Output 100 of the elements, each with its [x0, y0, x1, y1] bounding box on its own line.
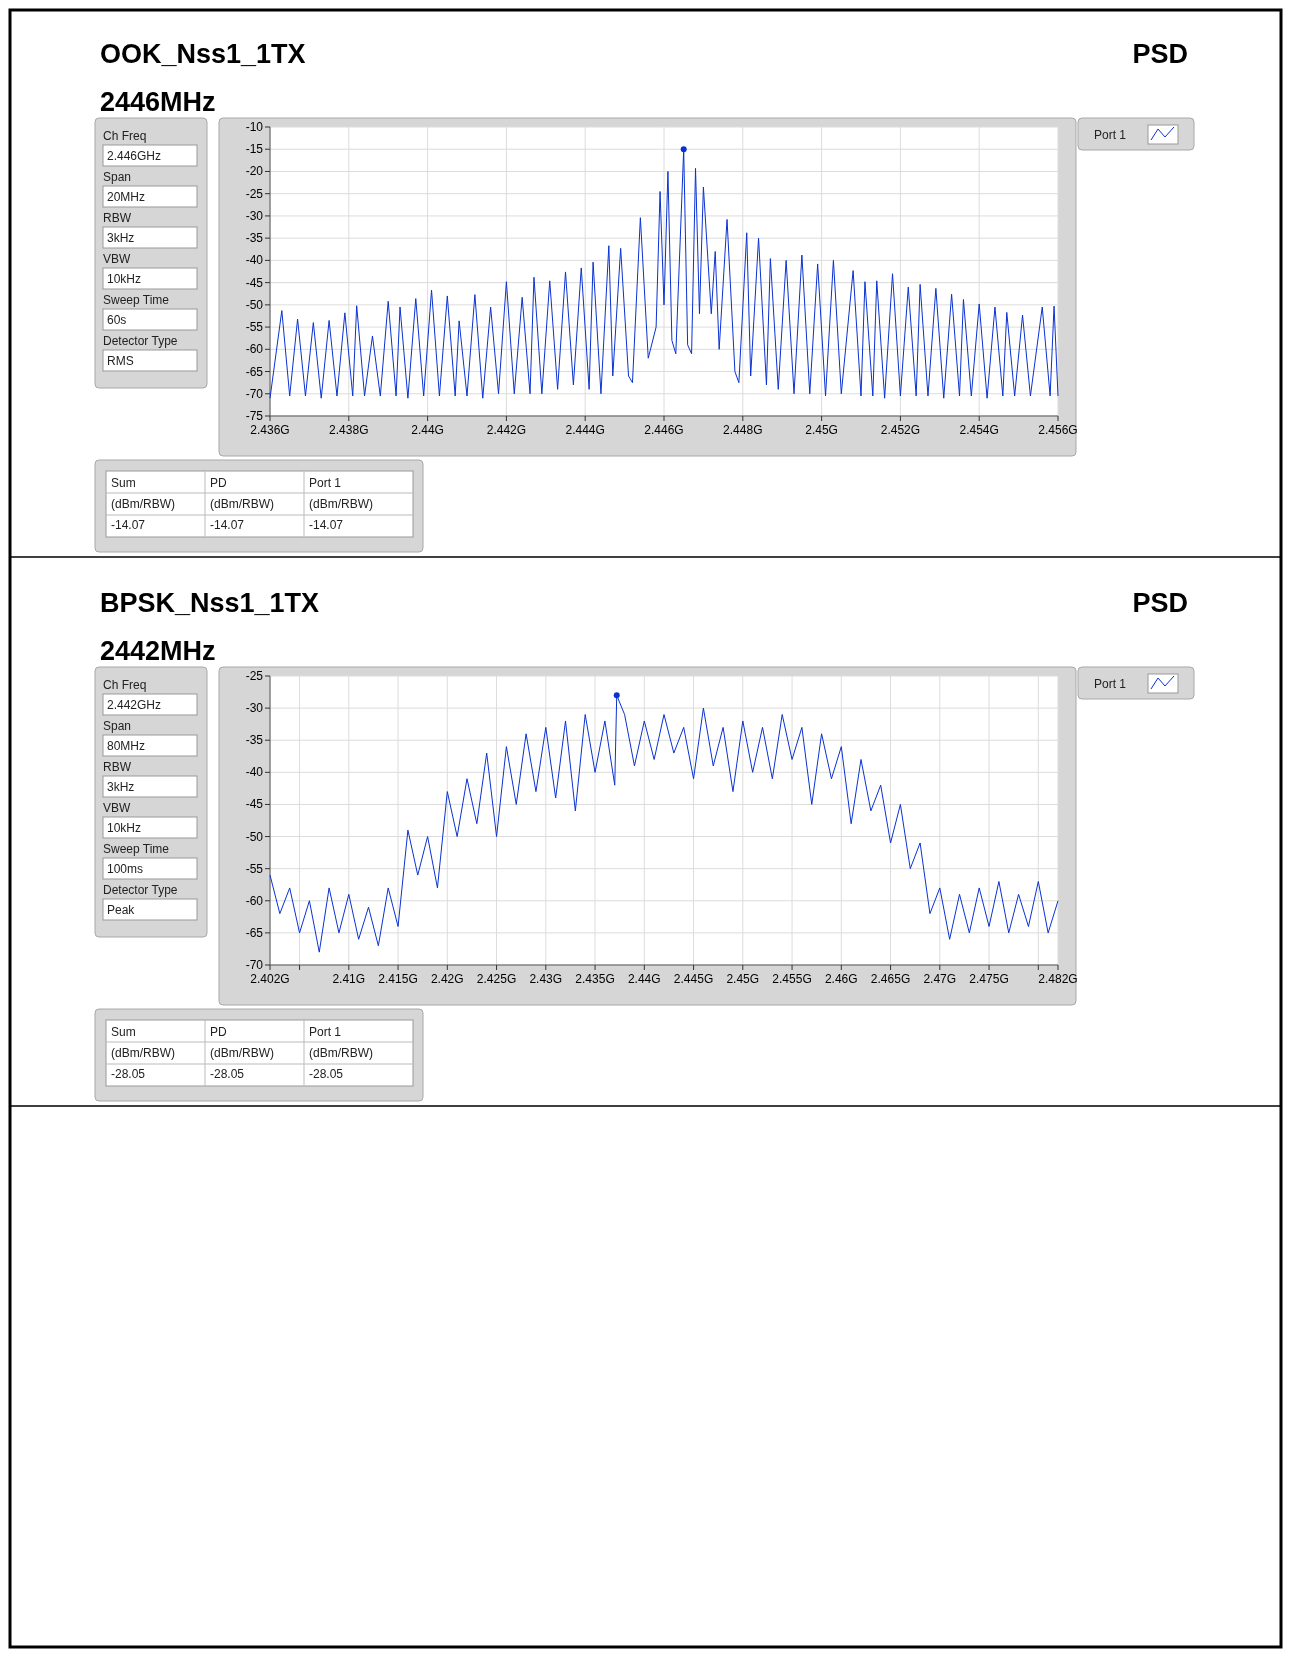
x-tick-label: 2.402G [250, 972, 290, 986]
legend-label: Port 1 [1094, 677, 1127, 691]
text: -28.05 [210, 1067, 245, 1081]
text: VBW [103, 801, 132, 815]
y-tick-label: -75 [245, 409, 264, 423]
y-tick-label: -55 [245, 320, 264, 335]
text: 60s [107, 313, 127, 327]
text: Detector Type [103, 883, 178, 897]
text: 100ms [107, 862, 144, 876]
y-tick-label: -40 [245, 253, 264, 268]
y-tick-label: -50 [245, 829, 264, 844]
text: PD [210, 1025, 227, 1039]
x-tick-label: 2.446G [644, 423, 684, 437]
text: Port 1 [309, 476, 342, 490]
chart-subtitle: 2442MHz [100, 636, 216, 666]
y-tick-label: -25 [245, 669, 264, 683]
x-tick-label: 2.41G [332, 972, 366, 986]
text: 10kHz [107, 272, 142, 286]
text: -28.05 [111, 1067, 146, 1081]
text: 3kHz [107, 780, 135, 794]
y-tick-label: -60 [245, 342, 264, 357]
chart-subtitle: 2446MHz [100, 87, 216, 117]
x-tick-label: 2.482G [1038, 972, 1078, 986]
text: PSD [1132, 588, 1188, 618]
x-tick-label: 2.475G [969, 972, 1009, 986]
y-tick-label: -35 [245, 733, 264, 748]
x-tick-label: 2.425G [476, 972, 517, 986]
y-tick-label: -70 [245, 386, 264, 401]
text: -14.07 [111, 518, 146, 532]
text: RBW [103, 760, 132, 774]
x-tick-label: 2.44G [411, 423, 444, 437]
y-tick-label: -65 [245, 925, 264, 940]
x-tick-label: 2.44G [627, 972, 661, 986]
text: -14.07 [210, 518, 245, 532]
x-tick-label: 2.442G [486, 423, 527, 437]
y-tick-label: -30 [245, 701, 264, 716]
text: 2.442GHz [107, 698, 162, 712]
text: Detector Type [103, 334, 178, 348]
x-tick-label: 2.47G [923, 972, 957, 986]
y-tick-label: -25 [245, 186, 264, 201]
text: 3kHz [107, 231, 135, 245]
text: (dBm/RBW) [111, 1046, 175, 1060]
text: 80MHz [107, 739, 146, 753]
x-tick-label: 2.465G [870, 972, 911, 986]
x-tick-label: 2.455G [772, 972, 812, 986]
x-tick-label: 2.456G [1038, 423, 1078, 437]
y-tick-label: -10 [245, 120, 264, 134]
text: 2.446GHz [107, 149, 162, 163]
y-tick-label: -55 [245, 861, 264, 876]
text: Span [103, 719, 132, 733]
text: 20MHz [107, 190, 146, 204]
text: RBW [103, 211, 132, 225]
x-tick-label: 2.435G [575, 972, 615, 986]
x-tick-label: 2.448G [723, 423, 763, 437]
text: Sweep Time [103, 293, 170, 307]
x-tick-label: 2.444G [565, 423, 605, 437]
y-tick-label: -60 [245, 893, 264, 908]
x-tick-label: 2.45G [805, 423, 838, 437]
text: Ch Freq [103, 678, 147, 692]
text: (dBm/RBW) [210, 497, 274, 511]
chart-title: BPSK_Nss1_1TX [100, 588, 320, 618]
text: -28.05 [309, 1067, 344, 1081]
text: PSD [1132, 39, 1188, 69]
x-tick-label: 2.436G [250, 423, 290, 437]
y-tick-label: -45 [245, 797, 264, 812]
x-tick-label: 2.42G [430, 972, 464, 986]
y-tick-label: -15 [245, 142, 264, 157]
text: (dBm/RBW) [210, 1046, 274, 1060]
y-tick-label: -30 [245, 208, 264, 223]
y-tick-label: -40 [245, 765, 264, 780]
text: RMS [107, 354, 134, 368]
text: 10kHz [107, 821, 142, 835]
y-tick-label: -20 [245, 164, 264, 179]
text: (dBm/RBW) [309, 1046, 373, 1060]
text: Sum [111, 1025, 136, 1039]
y-tick-label: -50 [245, 297, 264, 312]
legend-label: Port 1 [1094, 128, 1127, 142]
x-tick-label: 2.415G [378, 972, 418, 986]
y-tick-label: -35 [245, 231, 264, 246]
x-tick-label: 2.452G [880, 423, 921, 437]
text: PD [210, 476, 227, 490]
chart-title: OOK_Nss1_1TX [100, 39, 306, 69]
text: Sum [111, 476, 136, 490]
text: Sweep Time [103, 842, 170, 856]
text: Peak [107, 903, 136, 917]
text: (dBm/RBW) [309, 497, 373, 511]
text: Span [103, 170, 132, 184]
x-tick-label: 2.46G [824, 972, 858, 986]
x-tick-label: 2.43G [529, 972, 563, 986]
text: VBW [103, 252, 132, 266]
x-tick-label: 2.438G [329, 423, 369, 437]
y-tick-label: -45 [245, 275, 264, 290]
text: Ch Freq [103, 129, 147, 143]
text: (dBm/RBW) [111, 497, 175, 511]
x-tick-label: 2.454G [959, 423, 999, 437]
text: -14.07 [309, 518, 344, 532]
x-tick-label: 2.445G [673, 972, 714, 986]
x-tick-label: 2.45G [726, 972, 760, 986]
y-tick-label: -70 [245, 958, 264, 972]
text: Port 1 [309, 1025, 342, 1039]
